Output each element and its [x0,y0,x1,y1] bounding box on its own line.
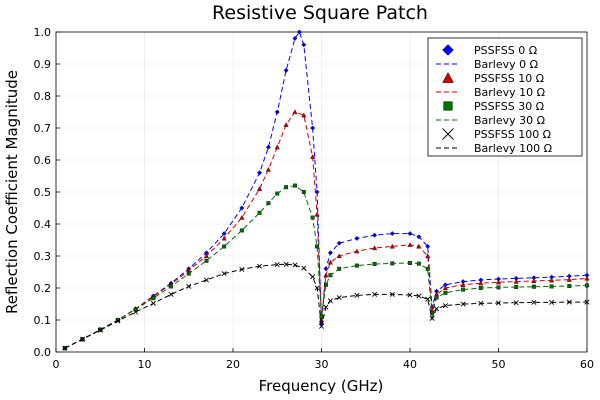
data-point [296,29,302,35]
legend-label: PSSFSS 0 Ω [474,44,537,57]
y-tick-label: 1.0 [34,26,52,39]
data-point [204,258,209,263]
data-point [531,284,536,289]
data-point [257,210,262,215]
legend-label: PSSFSS 30 Ω [474,100,544,113]
y-tick-label: 0.7 [34,122,52,135]
data-point [425,266,430,271]
legend-swatch [442,128,454,140]
data-point [301,190,306,194]
legend-label: Barlevy 100 Ω [474,142,552,155]
y-axis-label: Reflection Coefficient Magnitude [3,70,21,314]
data-point [133,309,139,315]
data-point [584,275,590,281]
data-point [531,299,537,305]
data-point [327,259,333,265]
data-point [274,262,280,268]
legend-swatch [442,72,454,83]
x-tick-label: 10 [138,358,152,371]
data-point [97,327,103,333]
y-tick-label: 0.4 [34,218,52,231]
data-point [203,277,209,283]
y-tick-label: 0.9 [34,58,52,71]
data-point [389,231,395,237]
legend-swatch [443,101,453,111]
data-point [292,262,298,268]
x-tick-label: 20 [226,358,240,371]
data-point [513,300,519,306]
data-point [168,291,174,297]
y-tick-label: 0.1 [34,314,52,327]
data-point [257,186,263,191]
legend-label: Barlevy 10 Ω [474,86,545,99]
legend-box [427,37,583,157]
data-point [460,301,466,307]
x-tick-label: 40 [403,358,417,371]
y-tick-label: 0.0 [34,346,52,359]
data-point [495,279,502,285]
legend-swatch [442,44,454,56]
data-point [151,296,156,301]
data-point [442,303,448,309]
series [62,29,590,351]
x-tick-label: 0 [53,358,60,371]
data-point [222,244,227,249]
series-line-barlevy-0 [64,30,588,349]
series-line-barlevy-30 [64,185,588,349]
y-tick-label: 0.6 [34,154,52,167]
legend-label: PSSFSS 10 Ω [474,72,544,85]
data-point [354,292,360,298]
x-axis-label: Frequency (GHz) [259,377,384,395]
y-tick-label: 0.2 [34,282,52,295]
data-point [265,144,271,150]
data-point [443,290,448,295]
data-point [283,122,289,127]
y-tick-label: 0.5 [34,186,52,199]
x-tick-label: 30 [315,358,329,371]
series-line-barlevy-100 [64,263,587,349]
legend-label: Barlevy 30 Ω [474,114,545,127]
legend-label: Barlevy 0 Ω [474,58,538,71]
x-tick-label: 60 [580,358,594,371]
x-tick-label: 50 [492,358,506,371]
data-point [416,293,422,299]
legend-label: PSSFSS 100 Ω [474,128,551,141]
data-point [336,295,342,301]
y-tick-label: 0.3 [34,250,52,263]
axis-ticks: 0 10 20 30 40 50 60 0.0 0.1 0.2 0.3 0.4 0.5 0.6 0.7 0.8… [34,26,595,371]
data-point [407,231,413,237]
data-point [239,228,244,233]
y-tick-label: 0.8 [34,90,52,103]
data-point [323,282,328,287]
chart-title: Resistive Square Patch [212,2,428,24]
data-point [425,296,431,302]
data-point [283,261,289,267]
